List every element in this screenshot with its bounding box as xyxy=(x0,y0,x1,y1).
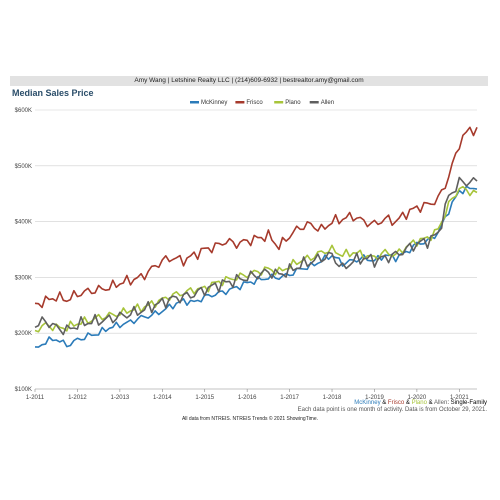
footer-source: All data from NTREIS. NTREIS Trends © 20… xyxy=(181,416,319,422)
subtitle-amp: & xyxy=(380,400,388,406)
legend-label-allen: Allen xyxy=(321,100,334,106)
x-tick-label: 1-2019 xyxy=(365,395,384,401)
chart-subtitle: McKinney & Frisco & Plano & Allen: Singl… xyxy=(354,400,487,406)
subtitle-allen: Allen xyxy=(433,400,448,406)
subtitle-plano: Plano xyxy=(411,400,427,406)
x-tick-label: 1-2012 xyxy=(68,395,87,401)
chart-title: Median Sales Price xyxy=(12,88,94,98)
y-tick-label: $600K xyxy=(15,108,32,114)
x-tick-label: 1-2013 xyxy=(111,395,130,401)
data-note: Each data point is one month of activity… xyxy=(297,407,487,413)
legend-label-mckinney: McKinney xyxy=(201,100,227,106)
x-tick-label: 1-2021 xyxy=(450,395,469,401)
x-tick-label: 1-2017 xyxy=(280,395,299,401)
legend-swatch-frisco xyxy=(235,101,245,104)
legend: McKinney Frisco Plano Allen xyxy=(190,100,334,106)
grid-lines xyxy=(35,109,477,390)
header-contact: Amy Wang | Letshine Realty LLC | (214)60… xyxy=(10,76,488,86)
series-lines xyxy=(34,126,478,348)
legend-label-frisco: Frisco xyxy=(246,100,263,106)
x-tick-label: 1-2011 xyxy=(26,395,45,401)
y-tick-label: $300K xyxy=(15,275,32,281)
subtitle-amp: & xyxy=(404,400,412,406)
x-axis: 1-2011 1-2012 1-2013 1-2014 1-2015 1-2016 1-20… xyxy=(26,389,469,401)
series-line-allen xyxy=(34,176,478,336)
x-tick-label: 1-2016 xyxy=(238,395,257,401)
y-tick-label: $400K xyxy=(15,220,32,226)
x-tick-label: 1-2020 xyxy=(408,395,427,401)
subtitle-rest: : Single-Family xyxy=(447,400,487,406)
x-tick-label: 1-2014 xyxy=(153,395,172,401)
subtitle-frisco: Frisco xyxy=(387,400,405,406)
subtitle-amp: & xyxy=(426,400,434,406)
legend-swatch-plano xyxy=(274,101,284,104)
y-axis: $100K $200K $300K $400K $500K $600K xyxy=(15,108,32,393)
y-tick-label: $500K xyxy=(15,164,32,170)
x-tick-label: 1-2015 xyxy=(195,395,214,401)
subtitle-mckinney: McKinney xyxy=(354,400,381,406)
series-line-frisco xyxy=(34,126,478,309)
legend-label-plano: Plano xyxy=(285,100,301,106)
x-tick-label: 1-2018 xyxy=(323,395,342,401)
y-tick-label: $100K xyxy=(15,387,32,393)
y-tick-label: $200K xyxy=(15,331,32,337)
legend-swatch-mckinney xyxy=(190,101,199,104)
legend-swatch-allen xyxy=(309,101,319,104)
